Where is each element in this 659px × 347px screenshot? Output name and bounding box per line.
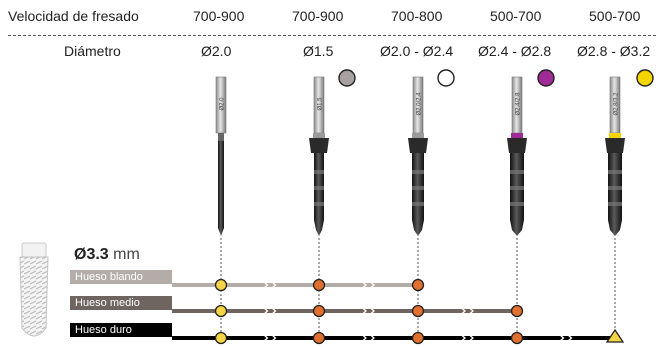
sequence-step-marker [411, 331, 425, 345]
sequence-step-marker [411, 278, 425, 292]
drill-flute [314, 186, 324, 190]
drill-flute [608, 186, 622, 190]
bone-hard-label: Hueso duro [70, 323, 172, 337]
sequence-chevron [559, 334, 565, 342]
drill-flute [412, 202, 424, 206]
sequence-chevron [370, 307, 375, 315]
drill-2: Ø1.5 [309, 69, 356, 333]
header-divider [8, 35, 656, 36]
sequence-chevron [362, 334, 367, 342]
drill-collar [309, 138, 329, 153]
drill-flute [608, 202, 622, 206]
drill-flute [412, 170, 424, 174]
drill-flute [510, 202, 524, 206]
drill-1: Ø2.0 [215, 76, 227, 333]
sequence-step-marker [510, 331, 524, 345]
drill-color-dot [636, 69, 654, 87]
sequence-step-marker [312, 331, 326, 345]
diameter-value-2: Ø1.5 [303, 43, 334, 59]
speed-value-2: 700-900 [292, 8, 344, 24]
bone-soft-label: Hueso blando [70, 270, 172, 284]
drill-body [218, 141, 224, 236]
drill-body [412, 153, 424, 236]
sequence-step-marker [510, 304, 524, 318]
drill-collar [605, 138, 625, 153]
drill-ring [313, 133, 325, 138]
implant-size: Ø3.3 mm [74, 246, 140, 264]
bone-medium-label: Hueso medio [70, 296, 172, 310]
speed-row-label: Velocidad de fresado [8, 8, 139, 24]
sequence-chevron [461, 334, 466, 342]
implant-unit: mm [113, 246, 140, 263]
sequence-chevron [271, 281, 277, 289]
drill-engraving: Ø2.8/3.2 [614, 92, 620, 116]
drill-engraving: Ø2.4/2.8 [516, 92, 522, 116]
speed-value-5: 500-700 [589, 8, 641, 24]
drill-flute [608, 170, 622, 174]
sequence-step-marker [214, 331, 228, 345]
speed-value-1: 700-900 [193, 8, 245, 24]
sequence-step-marker [411, 304, 425, 318]
sequence-chevron [370, 281, 375, 289]
sequence-step-marker [214, 304, 228, 318]
drill-flute [412, 186, 424, 190]
sequence-step-marker [312, 278, 326, 292]
sequence-chevron [263, 307, 269, 315]
sequence-chevron [263, 334, 269, 342]
drill-3: Ø2.0/2.4 [408, 69, 455, 333]
drill-4: Ø2.4/2.8 [507, 69, 555, 333]
drill-flute [510, 186, 524, 190]
sequence-chevron [469, 334, 474, 342]
diameter-value-5: Ø2.8 - Ø3.2 [577, 43, 651, 59]
drill-engraving: Ø2.0 [220, 97, 226, 111]
drill-body [314, 153, 324, 236]
drill-ring [609, 133, 621, 138]
drill-body [510, 153, 524, 236]
implant-icon [19, 242, 49, 337]
sequence-chevron [370, 334, 375, 342]
sequence-step-marker [214, 278, 228, 292]
drill-flute [314, 170, 324, 174]
speed-value-3: 700-800 [391, 8, 443, 24]
speed-value-4: 500-700 [490, 8, 542, 24]
diameter-value-1: Ø2.0 [201, 43, 232, 59]
drill-flute [314, 202, 324, 206]
diameter-row-label: Diámetro [64, 43, 121, 59]
sequence-chevron [271, 334, 277, 342]
sequence-chevron [271, 307, 277, 315]
sequence-chevron [461, 307, 466, 315]
drill-engraving: Ø1.5 [318, 97, 324, 111]
sequence-chevron [263, 281, 269, 289]
sequence-chevron [469, 307, 474, 315]
drill-collar [507, 138, 527, 153]
drill-5: Ø2.8/3.2 [605, 69, 654, 333]
sequence-step-marker [312, 304, 326, 318]
drill-color-dot [537, 69, 555, 87]
sequence-final-marker [605, 328, 625, 343]
drill-body [608, 153, 622, 236]
drill-ring [412, 133, 424, 138]
drill-engraving: Ø2.0/2.4 [417, 92, 423, 116]
diameter-value-4: Ø2.4 - Ø2.8 [478, 43, 552, 59]
drill-color-dot [437, 69, 455, 87]
sequence-chevron [567, 334, 573, 342]
drill-neck [218, 133, 224, 141]
sequence-chevron [362, 307, 367, 315]
drill-collar [408, 138, 428, 153]
implant-diameter: Ø3.3 [74, 246, 109, 263]
diameter-value-3: Ø2.0 - Ø2.4 [380, 43, 454, 59]
drill-flute [510, 170, 524, 174]
sequence-chevron [362, 281, 367, 289]
drill-ring [511, 133, 523, 138]
drill-color-dot [338, 69, 356, 87]
